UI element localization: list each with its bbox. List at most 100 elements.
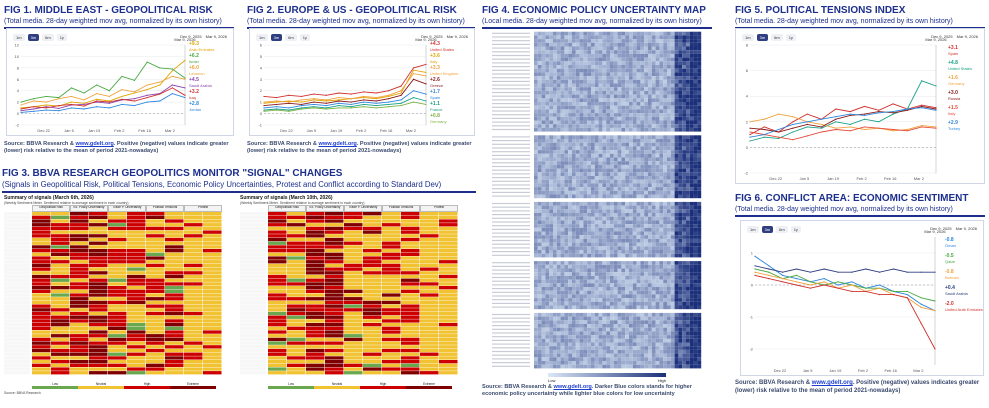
fig1-zoom-1m[interactable]: 1m <box>13 34 25 41</box>
fig4-cell <box>644 264 648 269</box>
fig4-cell <box>663 213 667 217</box>
fig4-cell <box>594 79 599 84</box>
fig3-signal-cell <box>108 267 127 271</box>
fig4-cell <box>545 261 550 265</box>
series-point <box>325 100 327 102</box>
fig4-cell <box>682 98 686 102</box>
fig4-row-label <box>492 36 530 38</box>
fig3-signal-cell <box>401 352 420 356</box>
fig3-signal-cell <box>127 219 146 223</box>
fig4-cell <box>537 83 542 88</box>
series-line-italy[interactable] <box>263 69 427 104</box>
fig4-cell <box>564 316 569 321</box>
fig3-row-label-cell <box>4 249 30 253</box>
fig4-cell <box>655 227 660 232</box>
fig1-zoom-1y[interactable]: 1y <box>56 34 67 41</box>
fig1-range-to[interactable]: Mar 9, 2026 <box>205 34 227 39</box>
fig4-cell <box>598 124 603 128</box>
fig2-zoom-6m[interactable]: 6m <box>285 34 297 41</box>
fig4-cell <box>560 213 565 217</box>
fig4-cell <box>613 102 618 106</box>
fig2-source-link[interactable]: www.gdelt.org <box>318 141 357 147</box>
fig3-signal-cell <box>306 319 325 323</box>
fig4-cell <box>553 35 557 40</box>
fig4-cell <box>686 316 690 321</box>
series-line-iraq[interactable] <box>20 87 186 110</box>
fig4-cell <box>572 79 576 84</box>
fig4-cell <box>549 335 553 339</box>
fig1-range-from[interactable]: Dec 9, 2025 <box>180 34 202 39</box>
series-line-united-kingdom[interactable] <box>263 73 427 103</box>
series-line-israel[interactable] <box>20 61 186 103</box>
fig2-zoom-3m[interactable]: 3m <box>270 34 283 41</box>
fig4-cell <box>636 290 641 295</box>
fig4-cell <box>583 39 588 43</box>
fig4-cell <box>648 176 652 180</box>
fig2-zoom-1y[interactable]: 1y <box>299 34 310 41</box>
fig3-signal-cell <box>146 263 165 268</box>
fig4-cell <box>610 324 614 328</box>
fig4-cell <box>556 120 561 125</box>
fig3-legend: Low Neutral High Extreme <box>32 382 230 389</box>
fig2-range-to[interactable]: Mar 9, 2026 <box>446 34 468 39</box>
fig4-cell <box>613 94 618 99</box>
fig4-cell <box>621 76 626 80</box>
series-point <box>363 95 365 98</box>
fig4-cell <box>640 201 645 206</box>
series-line-united-states[interactable] <box>263 63 427 99</box>
fig3-signal-cell <box>344 326 363 330</box>
fig1-zoom-6m[interactable]: 6m <box>42 34 54 41</box>
fig4-cell <box>541 209 546 213</box>
fig4-cell <box>575 61 580 65</box>
fig4-cell <box>613 279 618 284</box>
fig4-cell <box>564 287 569 291</box>
fig3-signal-cell <box>203 341 222 345</box>
series-line-spain[interactable] <box>263 90 427 109</box>
fig3-signal-cell <box>306 241 325 245</box>
fig3-signal-cell <box>203 363 222 367</box>
fig4-cell <box>648 116 652 121</box>
series-point <box>146 96 148 99</box>
fig4-cell <box>686 201 690 206</box>
fig4-cell <box>697 42 702 47</box>
fig4-cell <box>560 190 565 195</box>
fig4-cell <box>617 50 622 54</box>
fig4-cell <box>568 287 572 291</box>
fig3-signal-cell <box>306 363 325 367</box>
fig4-cell <box>636 298 641 302</box>
series-line-jordan[interactable] <box>20 93 186 113</box>
fig4-cell <box>682 105 686 110</box>
fig4-cell <box>587 61 591 65</box>
fig4-cell <box>594 187 599 191</box>
series-line-france[interactable] <box>263 97 427 111</box>
fig4-cell <box>640 142 645 147</box>
fig4-cell <box>697 253 702 258</box>
fig1-zoom-3m[interactable]: 3m <box>27 34 40 41</box>
series-line-saudi-arabia[interactable] <box>20 84 186 112</box>
fig2-range-from[interactable]: Dec 9, 2025 <box>421 34 443 39</box>
fig4-cell <box>587 201 591 206</box>
series-line-lebanon[interactable] <box>20 75 186 106</box>
fig4-cell <box>667 57 671 62</box>
fig4-cell <box>621 312 626 317</box>
fig4-cell <box>553 183 557 188</box>
series-point <box>275 96 278 99</box>
fig4-cell <box>594 53 599 58</box>
fig2-zoom-1m[interactable]: 1m <box>256 34 268 41</box>
fig4-cell <box>583 139 588 143</box>
fig4-cell <box>617 83 622 88</box>
fig3-signal-cell <box>89 230 108 234</box>
fig1-source-link[interactable]: www.gdelt.org <box>75 141 114 147</box>
fig4-cell <box>640 224 645 228</box>
fig4-cell <box>591 57 595 62</box>
series-line-germany[interactable] <box>263 101 427 112</box>
fig4-cell <box>682 331 686 336</box>
fig4-cell <box>659 57 664 62</box>
fig4-cell <box>651 294 656 299</box>
series-line-arab-emirates[interactable] <box>20 60 186 109</box>
series-line-greece[interactable] <box>263 78 427 107</box>
fig4-cell <box>587 320 591 324</box>
fig3-signal-cell <box>203 286 222 290</box>
fig4-cell <box>648 342 652 347</box>
fig4-cell <box>594 201 599 206</box>
